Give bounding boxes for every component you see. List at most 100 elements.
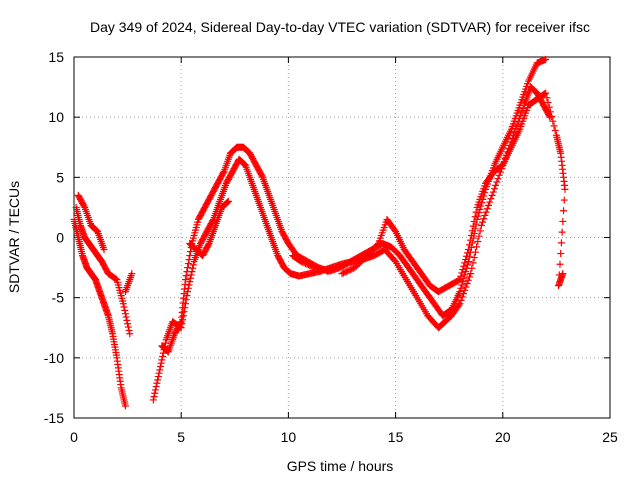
data-point-series-0 [155, 369, 163, 377]
data-point-series-0 [457, 296, 465, 304]
chart-title: Day 349 of 2024, Sidereal Day-to-day VTE… [90, 19, 590, 35]
data-point-series-2 [468, 227, 476, 235]
y-tick-label: 0 [56, 230, 64, 246]
data-point-series-2 [469, 222, 477, 230]
x-tick-label: 15 [388, 429, 404, 445]
data-point-series-1 [119, 300, 127, 308]
data-point-series-2 [559, 217, 567, 225]
data-point-series-0 [487, 195, 495, 203]
data-point-series-0 [480, 215, 488, 223]
data-point-series-1 [542, 55, 550, 63]
data-point-series-2 [557, 239, 565, 247]
data-point-series-1 [121, 310, 129, 318]
data-point-series-2 [224, 197, 232, 205]
y-tick-label: -15 [44, 410, 64, 426]
data-point-series-1 [184, 264, 192, 272]
x-axis-label: GPS time / hours [287, 458, 394, 474]
data-point-series-2 [323, 267, 331, 275]
data-point-series-0 [473, 243, 481, 251]
data-point-series-2 [545, 103, 553, 111]
y-tick-label: -10 [44, 350, 64, 366]
axis-ticks: 0 5 10 15 20 25 -15 -10 -5 0 5 10 15 [44, 49, 618, 445]
grid-lines [74, 57, 610, 418]
data-point-series-0 [186, 278, 194, 286]
y-tick-label: 10 [48, 109, 64, 125]
data-point-series-1 [457, 284, 465, 292]
data-point-series-0 [189, 264, 197, 272]
data-point-series-0 [476, 227, 484, 235]
x-tick-label: 5 [177, 429, 185, 445]
data-point-series-1 [124, 320, 132, 328]
data-point-series-2 [100, 246, 108, 254]
data-point-series-2 [560, 207, 568, 215]
data-point-series-2 [542, 89, 550, 97]
data-point-series-2 [460, 262, 468, 270]
data-point-series-0 [150, 393, 158, 401]
data-point-series-0 [469, 259, 477, 267]
data-point-series-0 [481, 211, 489, 219]
y-tick-label: 5 [56, 169, 64, 185]
data-point-series-0 [493, 178, 501, 186]
data-point-series-2 [561, 185, 569, 193]
data-point-series-2 [550, 122, 558, 130]
data-point-series-1 [219, 169, 227, 177]
data-point-series-2 [373, 241, 381, 249]
x-tick-label: 20 [495, 429, 511, 445]
data-point-series-0 [470, 254, 478, 262]
data-point-series-2 [467, 231, 475, 239]
data-point-series-2 [309, 263, 317, 271]
data-point-series-0 [209, 217, 217, 225]
data-point-series-2 [546, 108, 554, 116]
data-point-series-0 [489, 188, 497, 196]
data-point-series-0 [467, 270, 475, 278]
data-point-series-1 [182, 272, 190, 280]
data-point-series-0 [158, 356, 166, 364]
data-point-series-2 [548, 112, 556, 120]
x-tick-label: 10 [281, 429, 297, 445]
data-point-series-0 [479, 218, 487, 226]
data-point-series-2 [558, 228, 566, 236]
data-point-series-1 [185, 256, 193, 264]
data-point-series-0 [494, 175, 502, 183]
data-point-series-1 [176, 319, 184, 327]
data-point-series-1 [258, 172, 266, 180]
data-point-series-0 [465, 273, 473, 281]
data-point-series-0 [153, 379, 161, 387]
data-point-series-2 [472, 208, 480, 216]
data-point-series-2 [465, 241, 473, 249]
data-point-series-1 [181, 276, 189, 284]
data-point-series-2 [549, 117, 557, 125]
data-point-series-2 [464, 246, 472, 254]
data-point-series-1 [126, 330, 134, 338]
data-point-series-0 [186, 274, 194, 282]
data-point-series-2 [551, 127, 559, 135]
data-point-series-0 [475, 232, 483, 240]
data-point-series-0 [157, 359, 165, 367]
data-point-series-0 [486, 198, 494, 206]
data-point-series-0 [462, 283, 470, 291]
data-point-series-2 [204, 241, 212, 249]
y-axis-label: SDTVAR / TECUs [6, 181, 22, 293]
data-point-series-1 [122, 313, 130, 321]
data-point-series-0 [184, 284, 192, 292]
data-point-series-2 [544, 98, 552, 106]
data-point-series-0 [154, 376, 162, 384]
data-point-series-2 [557, 250, 565, 258]
data-point-series-0 [154, 373, 162, 381]
data-point-series-0 [458, 293, 466, 301]
data-point-series-2 [556, 260, 564, 268]
data-point-series-2 [80, 202, 88, 210]
data-point-series-1 [124, 323, 132, 331]
data-point-series-2 [559, 270, 567, 278]
data-point-series-0 [495, 171, 503, 179]
data-point-series-1 [112, 275, 120, 283]
data-point-series-2 [455, 276, 463, 284]
plot-frame [73, 56, 611, 419]
data-point-series-0 [185, 281, 193, 289]
data-point-series-2 [461, 259, 469, 267]
data-point-series-2 [560, 196, 568, 204]
data-point-series-2 [471, 213, 479, 221]
data-point-series-1 [125, 326, 133, 334]
data-point-series-0 [485, 201, 493, 209]
data-point-series-0 [517, 111, 525, 119]
